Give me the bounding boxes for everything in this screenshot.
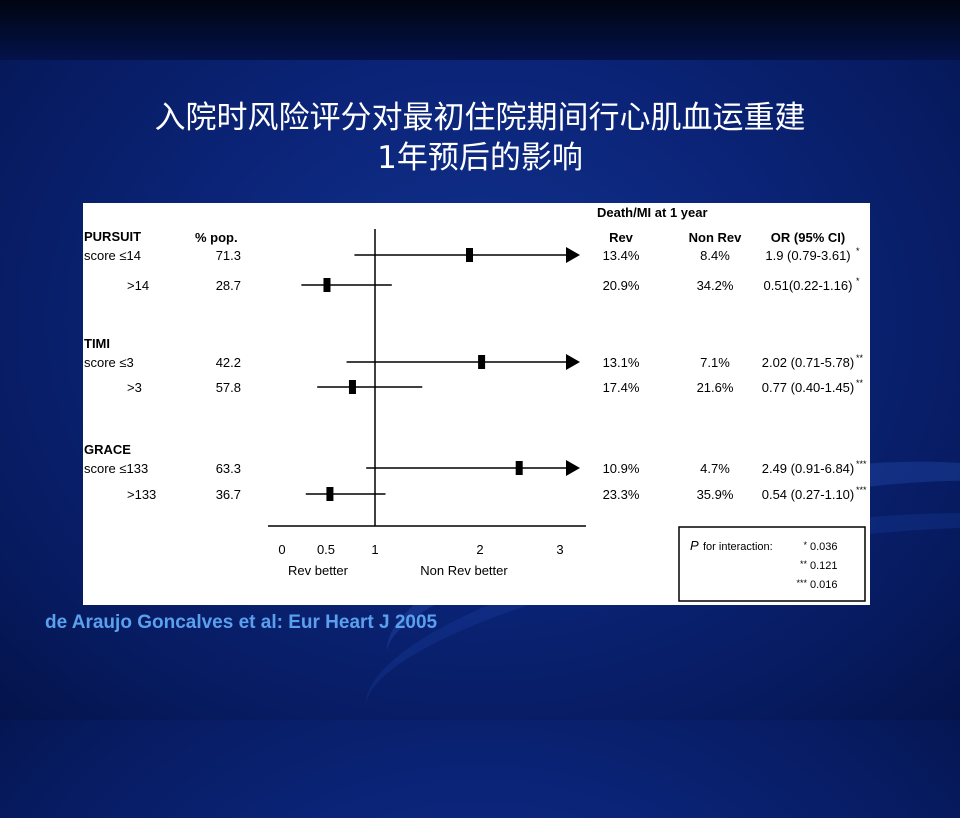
pop-value: 63.3	[216, 461, 241, 476]
or-value: 2.02 (0.71-5.78)	[762, 355, 855, 370]
x-tick-label: 0	[278, 542, 285, 557]
interaction-p-value: 0.016	[810, 579, 838, 591]
row-label: >133	[127, 487, 156, 502]
forest-plot-figure: Death/MI at 1 year % pop. Rev Non Rev OR (95…	[83, 203, 870, 605]
nonrev-value: 21.6%	[697, 380, 734, 395]
interaction-p-label: P	[690, 538, 699, 553]
interaction-p-value: 0.036	[810, 541, 838, 553]
or-value: 0.51(0.22-1.16)	[764, 278, 853, 293]
pop-value: 42.2	[216, 355, 241, 370]
significance-mark: **	[856, 353, 864, 363]
rev-value: 20.9%	[603, 278, 640, 293]
ci-arrowhead	[566, 354, 580, 370]
point-estimate-marker	[466, 248, 473, 262]
row-label: score ≤133	[84, 461, 148, 476]
rev-column-header: Rev	[609, 230, 634, 245]
group-title: GRACE	[84, 442, 131, 457]
x-tick-label: 1	[371, 542, 378, 557]
rev-value: 23.3%	[603, 487, 640, 502]
forest-plot-svg: Death/MI at 1 year % pop. Rev Non Rev OR (95…	[84, 205, 867, 602]
point-estimate-marker	[515, 461, 523, 475]
interaction-stars: **	[800, 559, 808, 569]
ci-arrowhead	[566, 460, 580, 476]
pop-value: 57.8	[216, 380, 241, 395]
significance-mark: ***	[856, 485, 867, 495]
nonrev-better-label: Non Rev better	[420, 563, 508, 578]
slide-title-line2: 1年预后的影响	[377, 140, 583, 176]
pop-value: 71.3	[216, 248, 241, 263]
row-label: >3	[127, 380, 142, 395]
pop-value: 36.7	[216, 487, 241, 502]
significance-mark: ***	[856, 459, 867, 469]
pop-column-header: % pop.	[195, 230, 238, 245]
rev-better-label: Rev better	[288, 563, 349, 578]
x-tick-label: 0.5	[317, 542, 335, 557]
outcome-header: Death/MI at 1 year	[597, 205, 708, 220]
significance-mark: *	[856, 246, 860, 256]
rev-value: 13.1%	[603, 355, 640, 370]
significance-mark: **	[856, 378, 864, 388]
row-label: >14	[127, 278, 149, 293]
slide-title-line1: 入院时风险评分对最初住院期间行心肌血运重建	[154, 100, 806, 136]
or-value: 2.49 (0.91-6.84)	[762, 461, 855, 476]
point-estimate-marker	[326, 487, 334, 501]
pop-value: 28.7	[216, 278, 241, 293]
nonrev-value: 35.9%	[697, 487, 734, 502]
row-label: score ≤3	[84, 355, 134, 370]
group-title: PURSUIT	[84, 229, 141, 244]
slide-title: 入院时风险评分对最初住院期间行心肌血运重建 1年预后的影响	[0, 98, 960, 178]
rev-value: 13.4%	[603, 248, 640, 263]
ci-arrowhead	[566, 247, 580, 263]
or-value: 0.54 (0.27-1.10)	[762, 487, 855, 502]
interaction-p-value: 0.121	[810, 560, 838, 572]
point-estimate-marker	[323, 278, 331, 292]
top-dark-band	[0, 0, 960, 60]
group-title: TIMI	[84, 336, 110, 351]
x-tick-label: 3	[556, 542, 563, 557]
nonrev-value: 8.4%	[700, 248, 730, 263]
or-value: 0.77 (0.40-1.45)	[762, 380, 855, 395]
nonrev-value: 34.2%	[697, 278, 734, 293]
nonrev-column-header: Non Rev	[689, 230, 743, 245]
or-column-header: OR (95% CI)	[771, 230, 845, 245]
nonrev-value: 4.7%	[700, 461, 730, 476]
interaction-stars: ***	[796, 578, 807, 588]
significance-mark: *	[856, 276, 860, 286]
point-estimate-marker	[478, 355, 486, 369]
nonrev-value: 7.1%	[700, 355, 730, 370]
interaction-box	[678, 526, 866, 602]
citation: de Araujo Goncalves et al: Eur Heart J 2…	[45, 612, 438, 633]
rev-value: 17.4%	[603, 380, 640, 395]
point-estimate-marker	[348, 380, 356, 394]
interaction-stars: *	[803, 540, 807, 550]
interaction-label: for interaction:	[703, 541, 773, 553]
rev-value: 10.9%	[603, 461, 640, 476]
or-value: 1.9 (0.79-3.61)	[765, 248, 850, 263]
x-tick-label: 2	[476, 542, 483, 557]
row-label: score ≤14	[84, 248, 141, 263]
